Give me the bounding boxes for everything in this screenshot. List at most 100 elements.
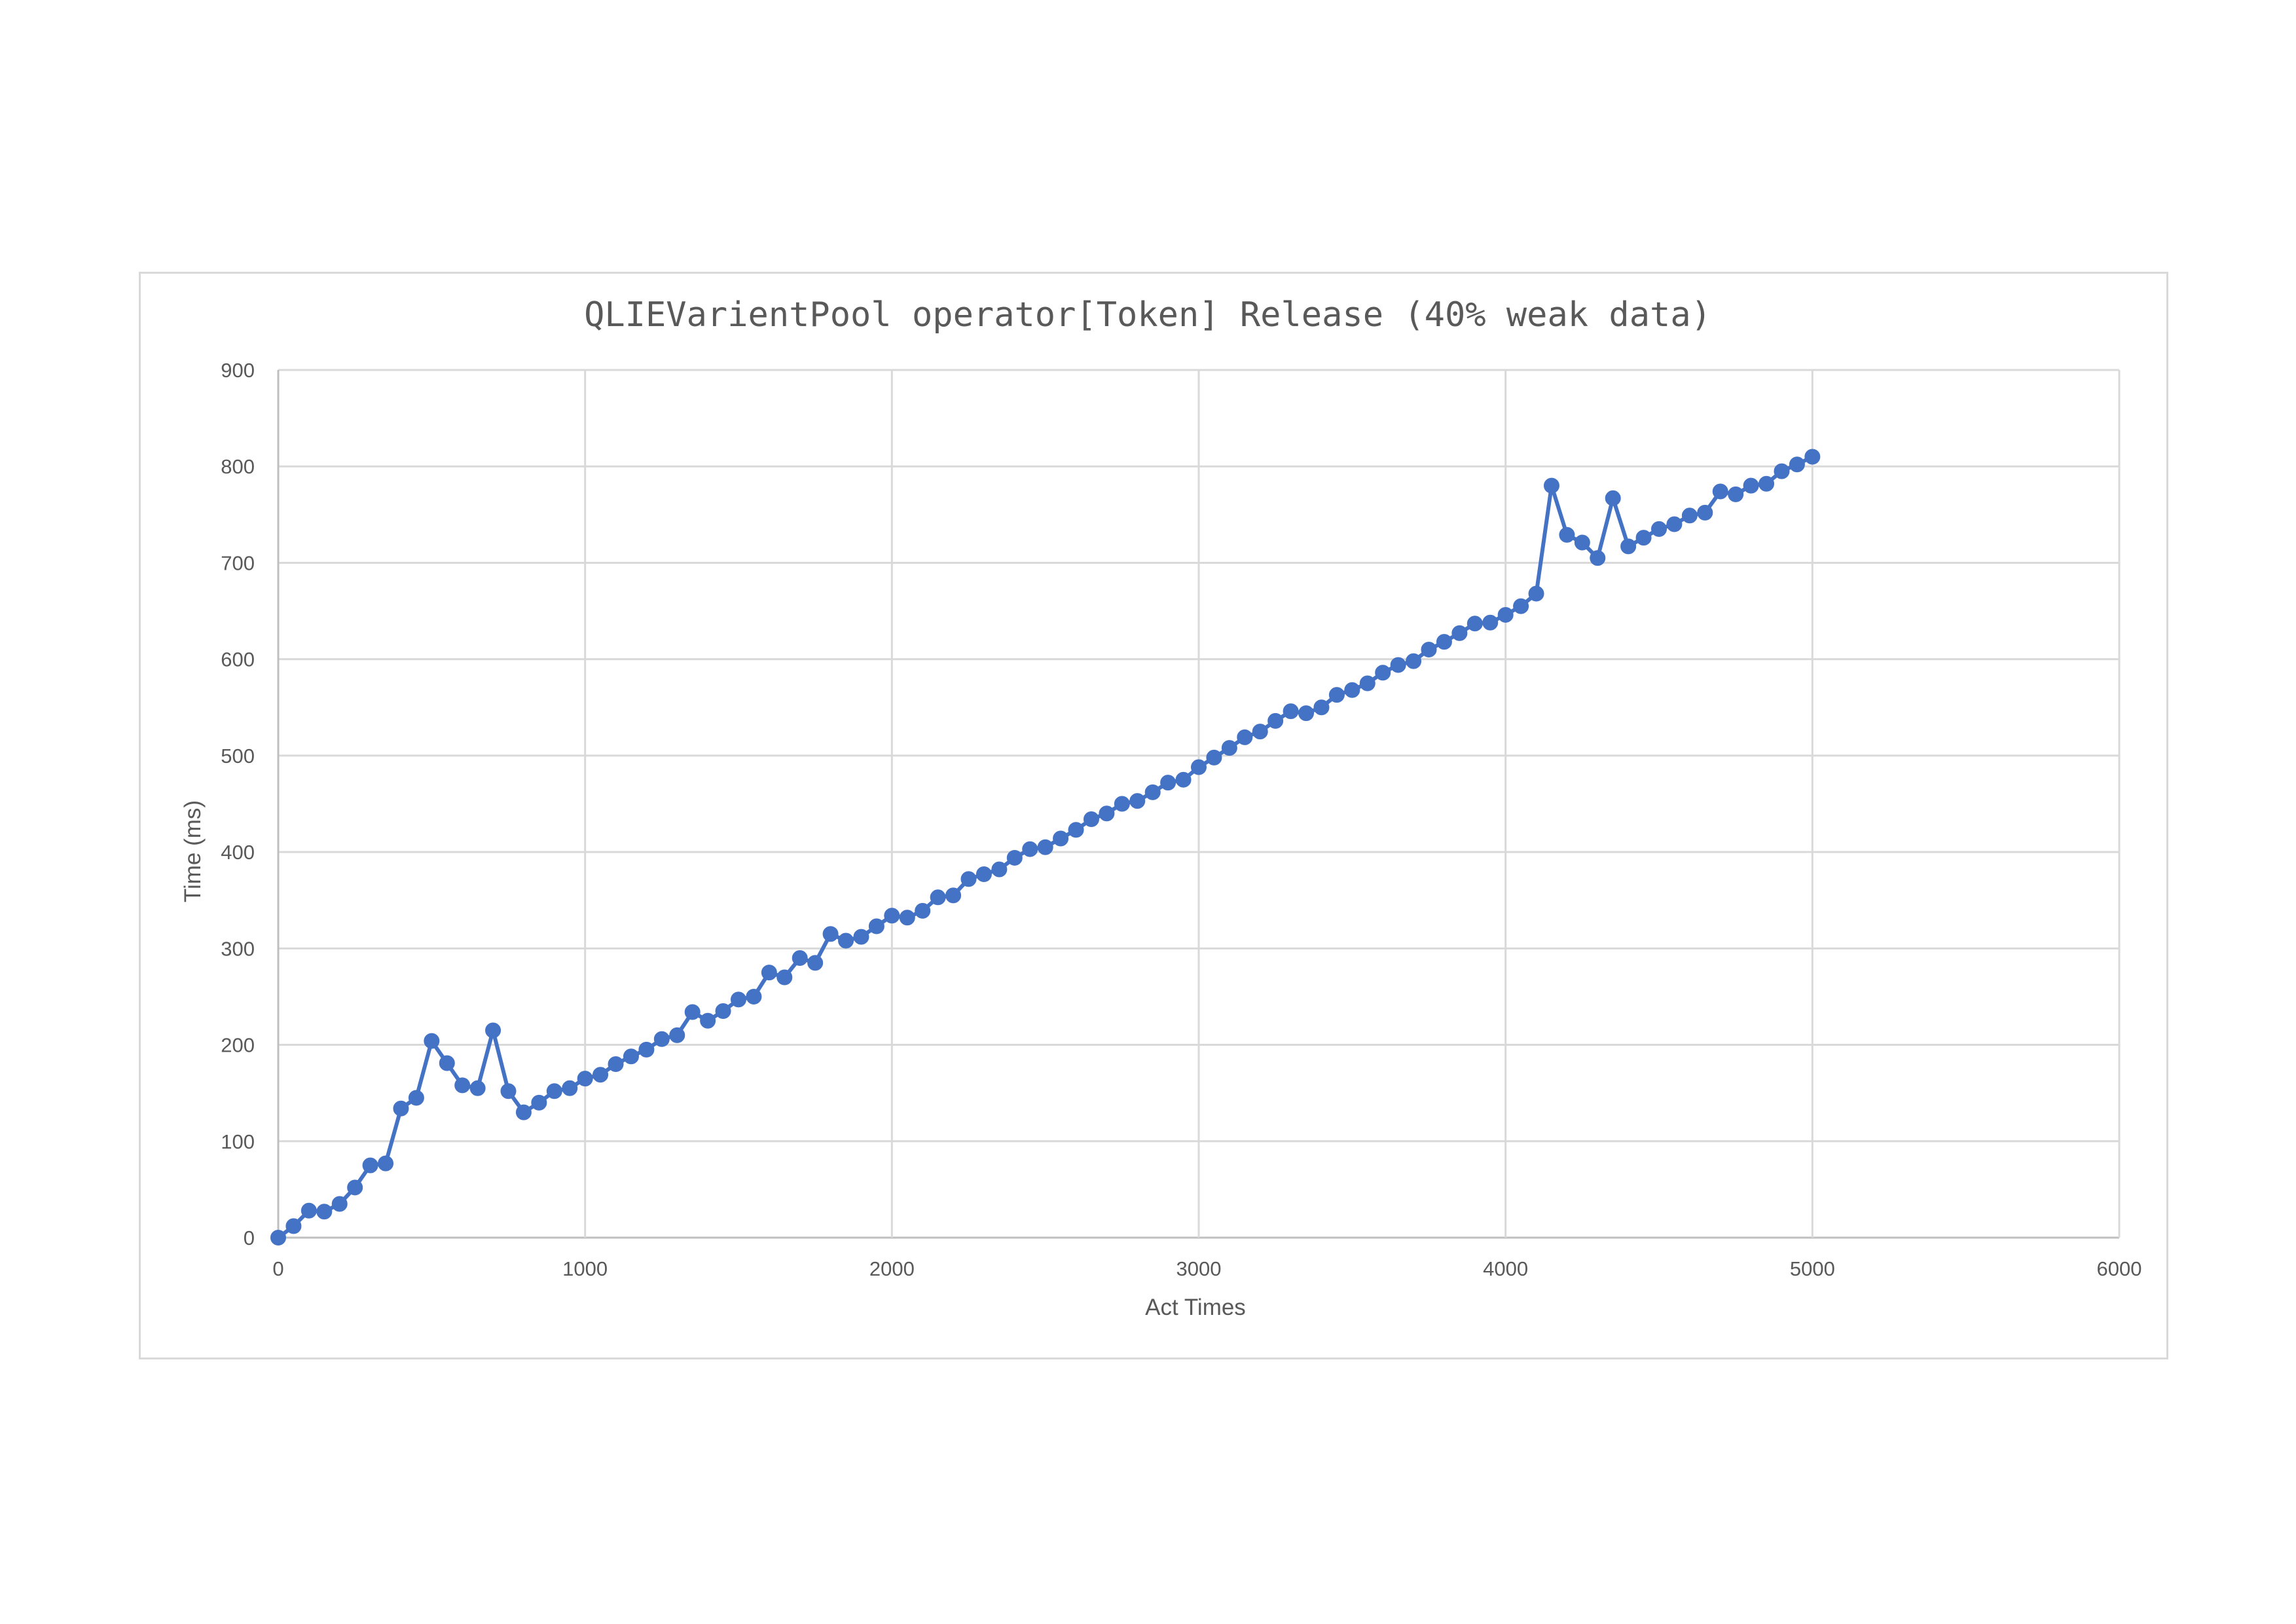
data-point (1099, 805, 1115, 822)
data-point (500, 1083, 517, 1099)
data-point (822, 926, 839, 942)
data-point (1037, 839, 1053, 855)
data-point (669, 1027, 685, 1043)
data-point (1191, 759, 1207, 775)
x-tick-label: 2000 (869, 1257, 915, 1280)
data-point (454, 1077, 471, 1094)
x-tick-label: 5000 (1790, 1257, 1835, 1280)
data-point (1022, 841, 1038, 857)
x-tick-label: 6000 (2097, 1257, 2142, 1280)
data-point (1574, 534, 1590, 551)
data-point (700, 1012, 716, 1029)
data-point (1390, 657, 1406, 673)
data-point (1559, 526, 1575, 543)
data-point (1406, 653, 1422, 669)
data-point (884, 908, 900, 924)
data-point (792, 950, 808, 967)
data-point (1006, 849, 1023, 866)
data-point (393, 1100, 409, 1116)
data-point (868, 918, 884, 934)
data-point (1344, 682, 1360, 698)
data-point (285, 1218, 302, 1234)
x-tick-label: 4000 (1483, 1257, 1528, 1280)
data-point (378, 1155, 394, 1172)
data-point (1804, 449, 1821, 465)
data-point (1053, 830, 1069, 847)
data-point (838, 932, 854, 949)
data-point (1712, 483, 1728, 500)
data-point (915, 902, 931, 919)
data-point (362, 1157, 378, 1173)
data-point (807, 955, 824, 971)
data-point (1482, 614, 1499, 631)
y-tick-label: 900 (221, 359, 255, 382)
data-point (653, 1031, 670, 1047)
chart-frame (139, 272, 2168, 1359)
data-point (1068, 822, 1084, 838)
x-tick-label: 0 (272, 1257, 283, 1280)
data-point (991, 861, 1008, 877)
data-point (515, 1104, 532, 1120)
data-point (975, 866, 992, 882)
data-point (776, 969, 793, 986)
y-tick-label: 400 (221, 841, 255, 864)
series-layer (270, 449, 1821, 1246)
data-point (1743, 477, 1759, 494)
data-point (1758, 475, 1775, 492)
data-point (1436, 634, 1452, 650)
data-point (1528, 585, 1544, 602)
data-point (1789, 456, 1805, 473)
data-point (731, 991, 746, 1008)
data-point (1681, 507, 1698, 524)
data-point (1129, 793, 1146, 809)
data-point (853, 929, 869, 945)
data-point (638, 1041, 655, 1058)
data-point (485, 1022, 501, 1039)
data-point (930, 889, 946, 906)
data-point (1283, 703, 1299, 720)
x-tick-label: 3000 (1176, 1257, 1222, 1280)
x-axis-label: Act Times (1145, 1295, 1246, 1320)
data-point (1221, 740, 1237, 756)
data-point (469, 1080, 486, 1096)
data-point (1666, 516, 1683, 532)
x-tick-label: 1000 (562, 1257, 608, 1280)
data-point (1237, 729, 1253, 745)
data-point (1421, 641, 1437, 657)
y-tick-label: 700 (221, 551, 255, 574)
data-point (623, 1048, 639, 1065)
data-point (1697, 504, 1713, 521)
data-point (1298, 705, 1315, 722)
data-point (1635, 530, 1652, 546)
data-point (424, 1033, 440, 1049)
y-tick-label: 300 (221, 937, 255, 960)
data-point (1206, 749, 1222, 766)
data-point (715, 1003, 731, 1020)
gridlines (277, 369, 2121, 1239)
data-point (1651, 521, 1667, 537)
y-tick-label: 100 (221, 1130, 255, 1153)
data-point (960, 871, 977, 887)
tick-labels: 0 100 200 300 400 500 600 700 800 900 0 1000 2000 300… (221, 359, 2141, 1280)
y-tick-label: 800 (221, 455, 255, 478)
data-point (1728, 486, 1744, 502)
data-point (1252, 724, 1268, 740)
data-point (531, 1094, 547, 1111)
data-point (1328, 687, 1345, 703)
data-point (1267, 712, 1284, 729)
y-tick-label: 500 (221, 745, 255, 767)
data-point (1620, 538, 1637, 555)
data-point (439, 1055, 455, 1071)
data-point (1313, 699, 1330, 716)
data-point (899, 910, 915, 926)
data-point (1375, 665, 1391, 681)
data-point (347, 1179, 363, 1196)
y-tick-label: 200 (221, 1034, 255, 1057)
data-point (1160, 775, 1176, 791)
data-point (1605, 490, 1621, 506)
data-point (1359, 675, 1376, 692)
data-point (1774, 463, 1790, 479)
data-point (1144, 784, 1161, 800)
data-point (746, 988, 762, 1005)
